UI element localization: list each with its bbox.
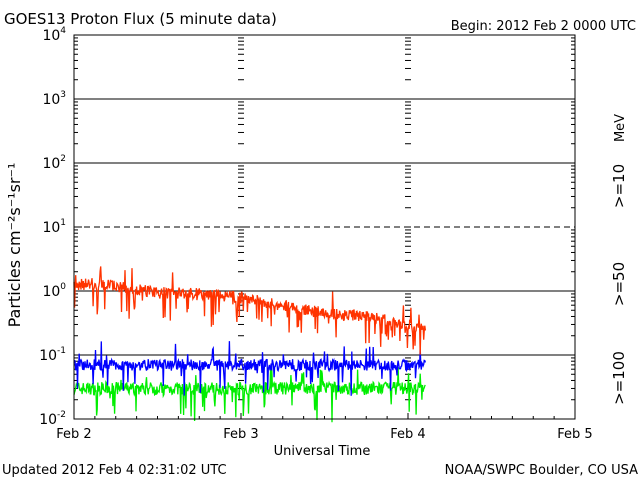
series-label-ge50: >=50 [610, 262, 628, 306]
series-label-ge10: >=10 [610, 164, 628, 208]
series-line-ge10 [73, 266, 427, 355]
y-axis-label: Particles cm⁻²s⁻¹sr⁻¹ [5, 163, 24, 328]
updated-timestamp: Updated 2012 Feb 4 02:31:02 UTC [2, 463, 227, 478]
plot-frame [73, 34, 576, 420]
series-line-ge100 [73, 366, 426, 423]
y-tick-label: 103 [42, 90, 66, 108]
y-tick-label: 102 [42, 154, 66, 172]
y-tick-label: 10-2 [39, 410, 66, 428]
x-tick-label: Feb 3 [223, 427, 258, 442]
x-tick-label: Feb 2 [56, 427, 91, 442]
x-tick-label: Feb 4 [390, 427, 425, 442]
chart-title: GOES13 Proton Flux (5 minute data) [4, 10, 277, 28]
series-line-ge50 [73, 341, 427, 396]
x-tick-label: Feb 5 [557, 427, 592, 442]
y-tick-label: 10-1 [39, 346, 66, 364]
y-tick-label: 104 [42, 26, 66, 44]
y-tick-label: 100 [42, 282, 66, 300]
begin-date: Begin: 2012 Feb 2 0000 UTC [451, 19, 636, 34]
y-tick-label: 101 [42, 218, 66, 236]
series-label-ge100: >=100 [610, 351, 628, 405]
data-source: NOAA/SWPC Boulder, CO USA [445, 463, 638, 478]
unit-label-mev: MeV [613, 114, 628, 142]
x-axis-label: Universal Time [274, 444, 371, 459]
